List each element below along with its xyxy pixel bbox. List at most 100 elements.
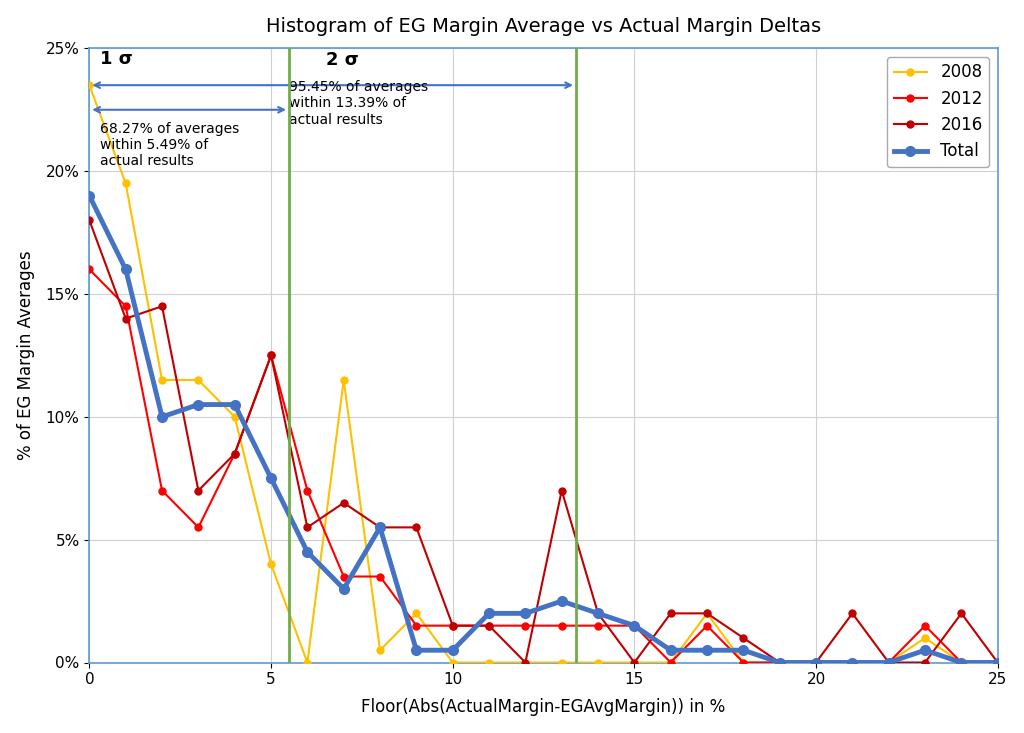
Total: [665, 646, 677, 655]
2016: [519, 658, 531, 667]
Total: [156, 413, 168, 421]
2016: [592, 609, 604, 618]
2008: [592, 658, 604, 667]
2012: [120, 302, 132, 311]
2008: [810, 658, 822, 667]
Total: [483, 609, 496, 618]
2012: [156, 486, 168, 495]
2008: [665, 658, 677, 667]
2012: [338, 572, 350, 581]
2016: [83, 216, 95, 225]
Total: [120, 265, 132, 274]
2016: [883, 658, 895, 667]
2008: [301, 658, 313, 667]
Text: 95.45% of averages
within 13.39% of
actual results: 95.45% of averages within 13.39% of actu…: [289, 81, 428, 127]
Text: 1 σ: 1 σ: [100, 50, 133, 68]
Total: [955, 658, 968, 667]
Total: [773, 658, 785, 667]
2008: [265, 560, 278, 569]
2016: [446, 622, 459, 630]
Total: [846, 658, 858, 667]
2012: [83, 265, 95, 274]
2016: [156, 302, 168, 311]
2016: [919, 658, 931, 667]
2016: [737, 633, 750, 642]
2016: [810, 658, 822, 667]
2008: [556, 658, 568, 667]
2008: [919, 633, 931, 642]
2012: [374, 572, 386, 581]
Total: [446, 646, 459, 655]
2008: [228, 413, 241, 421]
2008: [773, 658, 785, 667]
2016: [665, 609, 677, 618]
2008: [737, 658, 750, 667]
2008: [193, 375, 205, 384]
2008: [338, 375, 350, 384]
2008: [700, 609, 713, 618]
2012: [265, 351, 278, 360]
2016: [411, 523, 423, 531]
Total: [700, 646, 713, 655]
2012: [955, 658, 968, 667]
2012: [883, 658, 895, 667]
X-axis label: Floor(Abs(ActualMargin-EGAvgMargin)) in %: Floor(Abs(ActualMargin-EGAvgMargin)) in …: [361, 699, 726, 716]
2016: [955, 609, 968, 618]
2016: [991, 658, 1004, 667]
2016: [193, 486, 205, 495]
2012: [193, 523, 205, 531]
2008: [955, 658, 968, 667]
Total: [919, 646, 931, 655]
2012: [846, 658, 858, 667]
Line: 2008: 2008: [86, 81, 1001, 666]
2016: [301, 523, 313, 531]
2012: [700, 622, 713, 630]
2008: [846, 658, 858, 667]
2016: [629, 658, 641, 667]
2016: [700, 609, 713, 618]
2016: [846, 609, 858, 618]
Total: [374, 523, 386, 531]
Y-axis label: % of EG Margin Averages: % of EG Margin Averages: [16, 251, 35, 460]
Total: [556, 597, 568, 605]
2008: [120, 179, 132, 188]
2008: [411, 609, 423, 618]
2012: [519, 622, 531, 630]
2012: [629, 622, 641, 630]
2012: [919, 622, 931, 630]
Total: [737, 646, 750, 655]
Legend: 2008, 2012, 2016, Total: 2008, 2012, 2016, Total: [887, 56, 989, 167]
2008: [156, 375, 168, 384]
2008: [446, 658, 459, 667]
2012: [228, 449, 241, 458]
2016: [338, 498, 350, 507]
2008: [483, 658, 496, 667]
Total: [592, 609, 604, 618]
2016: [374, 523, 386, 531]
2016: [265, 351, 278, 360]
Title: Histogram of EG Margin Average vs Actual Margin Deltas: Histogram of EG Margin Average vs Actual…: [266, 17, 821, 36]
2012: [592, 622, 604, 630]
2008: [374, 646, 386, 655]
2016: [483, 622, 496, 630]
2012: [446, 622, 459, 630]
2012: [773, 658, 785, 667]
Line: 2012: 2012: [86, 266, 1001, 666]
Total: [301, 548, 313, 556]
Total: [991, 658, 1004, 667]
Total: [338, 584, 350, 593]
2012: [411, 622, 423, 630]
Total: [265, 474, 278, 482]
2016: [773, 658, 785, 667]
2016: [228, 449, 241, 458]
2012: [810, 658, 822, 667]
2008: [629, 658, 641, 667]
2008: [883, 658, 895, 667]
2012: [556, 622, 568, 630]
Line: Total: Total: [85, 191, 1002, 667]
Total: [193, 400, 205, 409]
Total: [629, 622, 641, 630]
2008: [991, 658, 1004, 667]
2012: [991, 658, 1004, 667]
2016: [120, 314, 132, 323]
